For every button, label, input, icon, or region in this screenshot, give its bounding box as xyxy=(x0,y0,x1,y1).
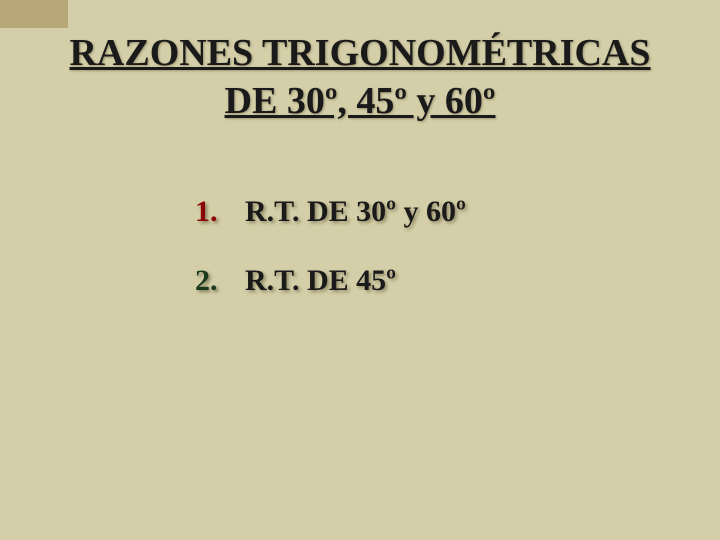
slide-title: RAZONES TRIGONOMÉTRICAS DE 30º, 45º y 60… xyxy=(0,30,720,125)
item-list: 1. R.T. DE 30º y 60º 2. R.T. DE 45º xyxy=(0,195,720,298)
list-item: 2. R.T. DE 45º xyxy=(195,264,720,298)
corner-tab xyxy=(0,0,68,28)
item-number-2: 2. xyxy=(195,264,227,298)
item-number-1: 1. xyxy=(195,195,227,229)
item-text-1: R.T. DE 30º y 60º xyxy=(245,195,466,229)
slide-content: RAZONES TRIGONOMÉTRICAS DE 30º, 45º y 60… xyxy=(0,0,720,298)
list-item: 1. R.T. DE 30º y 60º xyxy=(195,195,720,229)
item-text-2: R.T. DE 45º xyxy=(245,264,396,298)
